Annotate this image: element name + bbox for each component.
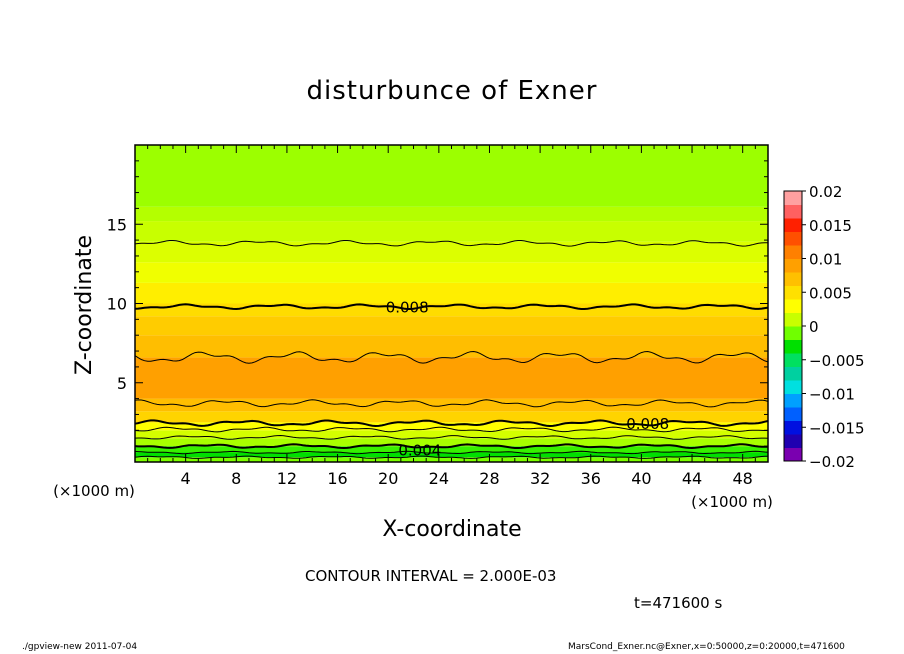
colorbar-cell [784,447,802,462]
x-axis-label: X-coordinate [382,517,521,542]
color-band [135,411,768,423]
x-tick-label: 28 [479,469,499,488]
y-tick-label: 5 [117,374,127,393]
x-tick-label: 48 [733,469,753,488]
contour-line [134,426,769,433]
contour-line [134,240,769,247]
colorbar-cell [784,245,802,259]
color-band [135,357,768,399]
x-tick-label: 32 [530,469,550,488]
colorbar-cell [784,258,802,273]
colorbar-cell [784,299,802,313]
color-band [135,221,768,242]
contour-line [134,434,769,440]
colorbar-tick-label: 0 [809,318,819,336]
colorbar-cell [784,285,802,300]
contour-line [134,419,769,428]
colorbar-cell [784,272,802,286]
contour-label: 0.008 [626,415,669,433]
colorbar-cell [784,339,802,354]
contour-label: 0.004 [398,441,441,459]
color-band [135,262,768,283]
color-band [135,335,768,358]
contour-interval-text: CONTOUR INTERVAL = 2.000E-03 [305,567,557,585]
y-axis-label: Z-coordinate [72,235,97,375]
color-band [135,446,768,453]
colorbar-cell [784,204,802,219]
x-tick-label: 20 [378,469,398,488]
x-tick-labels: 4 8 12 16 20 24 28 32 36 40 44 48 [181,469,753,488]
colorbar-cell [784,366,802,381]
contour-label: 0.008 [386,299,429,317]
contour-lines [134,240,769,459]
contour-line [134,399,769,408]
colorbar-cell [784,380,802,394]
contour-line [134,443,769,450]
colorbar-cell [784,218,802,232]
axis-ticks [135,145,768,462]
color-band [135,282,768,304]
colorbar-tick-label: −0.02 [809,453,855,471]
colorbar-cell [784,326,802,340]
colorbar: 0.02 0.015 0.01 0.005 0 −0.005 −0.01 −0.015 −0.0… [783,183,865,471]
colorbar-tick-label: 0.02 [809,183,842,201]
colorbar-cells [784,191,802,462]
color-band [135,438,768,447]
colorbar-tick-label: −0.005 [809,352,865,370]
y-tick-label: 15 [107,215,127,234]
x-tick-label: 40 [631,469,651,488]
contour-line [134,303,769,311]
x-tick-label: 44 [682,469,702,488]
colorbar-tick-label: 0.01 [809,251,842,269]
contour-line [134,450,769,455]
x-unit-label: (×1000 m) [691,493,773,511]
colorbar-tick-label: −0.01 [809,386,855,404]
x-tick-label: 36 [581,469,601,488]
color-band [135,430,768,439]
x-tick-label: 8 [231,469,241,488]
z-unit-label: (×1000 m) [53,482,135,500]
color-band [135,145,768,207]
colorbar-cell [784,407,802,421]
color-band [135,316,768,336]
colorbar-tick-label: 0.015 [809,217,852,235]
x-tick-label: 24 [429,469,449,488]
time-label: t=471600 s [634,594,723,612]
colorbar-cell [784,393,802,408]
colorbar-tick-labels: 0.02 0.015 0.01 0.005 0 −0.005 −0.01 −0.015 −0.0… [802,183,865,471]
color-band [135,422,768,431]
footer-left-info: ./gpview-new 2011-07-04 [22,642,138,652]
colorbar-cell [784,191,802,205]
x-tick-label: 4 [181,469,191,488]
color-band [135,241,768,263]
colorbar-cell [784,312,802,327]
colorbar-tick-label: 0.005 [809,284,852,302]
colorbar-cell [784,420,802,435]
color-band [135,398,768,412]
color-band [135,206,768,222]
chart-title: disturbunce of Exner [306,76,598,106]
colorbar-cell [784,353,802,367]
colorbar-tick-label: −0.015 [809,419,865,437]
colorbar-cell [784,231,802,246]
x-tick-label: 16 [327,469,347,488]
y-tick-labels: 5 10 15 [107,215,127,393]
contour-line [134,455,769,459]
y-tick-label: 10 [107,295,127,314]
colorbar-cell [784,434,802,448]
contour-line [134,350,769,364]
footer-right-info: MarsCond_Exner.nc@Exner,x=0:50000,z=0:20… [568,642,845,652]
contour-labels: 0.008 0.008 0.004 [386,299,669,460]
x-tick-label: 12 [277,469,297,488]
color-band [135,452,768,458]
